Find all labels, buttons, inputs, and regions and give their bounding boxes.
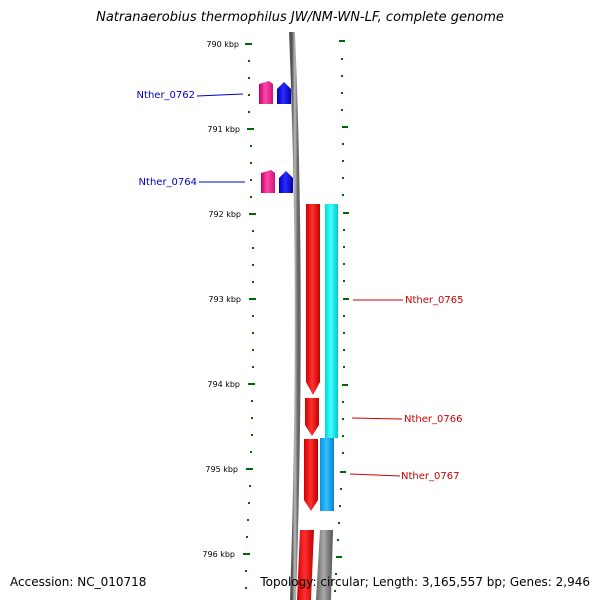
gene-block-nther-0765-0766[interactable] bbox=[325, 204, 338, 438]
gene-block-nther-0767[interactable] bbox=[320, 438, 334, 511]
cds-block-next[interactable] bbox=[297, 530, 314, 600]
leader-line-nther-0766 bbox=[351, 417, 403, 420]
cds-arrow-nther-0766[interactable] bbox=[305, 398, 319, 436]
scale-label-790kbp: 790 kbp bbox=[206, 40, 239, 49]
gene-block-next[interactable] bbox=[316, 530, 333, 600]
scale-label-794kbp: 794 kbp bbox=[207, 380, 240, 389]
leader-line-nther-0762 bbox=[196, 93, 244, 97]
gene-label-nther-0766[interactable]: Nther_0766 bbox=[404, 414, 462, 425]
rrna-block bbox=[279, 171, 293, 193]
gene-feature-nther-0764[interactable] bbox=[261, 170, 293, 193]
cds-arrow-nther-0767[interactable] bbox=[304, 439, 318, 511]
outer-scale-track bbox=[334, 40, 349, 592]
scale-label-792kbp: 792 kbp bbox=[208, 210, 241, 219]
accession-text: Accession: NC_010718 bbox=[10, 575, 147, 589]
gene-label-nther-0767[interactable]: Nther_0767 bbox=[401, 471, 459, 482]
gene-label-nther-0762[interactable]: Nther_0762 bbox=[137, 90, 195, 101]
scale-label-791kbp: 791 kbp bbox=[207, 125, 240, 134]
scale-label-793kbp: 793 kbp bbox=[208, 295, 241, 304]
cds-arrow-nther-0765[interactable] bbox=[306, 204, 320, 395]
scale-label-795kbp: 795 kbp bbox=[205, 465, 238, 474]
rrna-block bbox=[277, 82, 291, 104]
trna-block bbox=[261, 170, 275, 193]
map-title: Natranaerobius thermophilus JW/NM-WN-LF,… bbox=[96, 10, 504, 25]
genome-backbone bbox=[289, 31, 301, 600]
gene-label-nther-0765[interactable]: Nther_0765 bbox=[405, 295, 463, 306]
gene-label-nther-0764[interactable]: Nther_0764 bbox=[139, 177, 197, 188]
trna-block bbox=[259, 81, 273, 104]
scale-label-796kbp: 796 kbp bbox=[202, 550, 235, 559]
topology-text: Topology: circular; Length: 3,165,557 bp… bbox=[260, 575, 590, 589]
gene-feature-nther-0762[interactable] bbox=[259, 81, 291, 104]
inner-scale-track bbox=[243, 43, 256, 589]
leader-line-nther-0767 bbox=[349, 473, 401, 477]
